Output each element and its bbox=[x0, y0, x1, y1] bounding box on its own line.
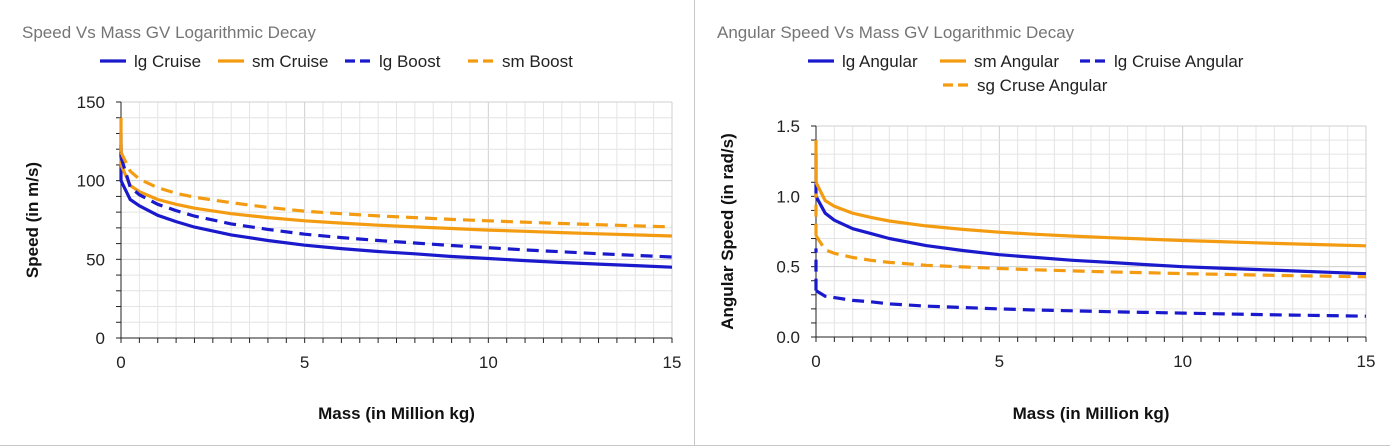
y-tick-label: 100 bbox=[77, 172, 105, 191]
series-line-sm-boost bbox=[119, 151, 673, 229]
y-tick-label: 150 bbox=[77, 93, 105, 112]
legend-label: lg Cruise bbox=[134, 52, 201, 71]
y-axis-title: Speed (in m/s) bbox=[23, 162, 42, 278]
legend-label: sm Angular bbox=[974, 52, 1059, 71]
series-line-lg-cruise-angular bbox=[815, 289, 1367, 318]
y-tick-label: 0.0 bbox=[776, 328, 800, 347]
legend-label: sg Cruse Angular bbox=[977, 76, 1108, 95]
angular-speed-chart: Angular Speed Vs Mass GV Logarithmic Dec… bbox=[717, 23, 1376, 423]
legend-label: lg Boost bbox=[379, 52, 441, 71]
x-axis-title: Mass (in Million kg) bbox=[1013, 404, 1170, 423]
y-tick-label: 50 bbox=[86, 250, 105, 269]
y-axis-title: Angular Speed (in rad/s) bbox=[718, 133, 737, 329]
series-line-lg-boost bbox=[119, 156, 673, 259]
x-tick-label: 15 bbox=[663, 353, 682, 372]
x-axis-title: Mass (in Million kg) bbox=[318, 404, 475, 423]
legend-label: lg Cruise Angular bbox=[1114, 52, 1244, 71]
chart-title: Angular Speed Vs Mass GV Logarithmic Dec… bbox=[717, 23, 1075, 42]
y-tick-label: 1.5 bbox=[776, 117, 800, 136]
legend-label: sm Boost bbox=[502, 52, 573, 71]
x-tick-label: 10 bbox=[1173, 352, 1192, 371]
series-line-sm-angular bbox=[814, 181, 1367, 248]
y-tick-label: 1.0 bbox=[776, 187, 800, 206]
angular-speed-chart-panel: Angular Speed Vs Mass GV Logarithmic Dec… bbox=[695, 0, 1390, 446]
series-line-sg-cruse-angular bbox=[814, 234, 1367, 279]
x-tick-label: 0 bbox=[811, 352, 820, 371]
x-tick-label: 5 bbox=[300, 353, 309, 372]
y-tick-label: 0.5 bbox=[776, 258, 800, 277]
x-tick-label: 15 bbox=[1357, 352, 1376, 371]
x-tick-label: 0 bbox=[116, 353, 125, 372]
y-tick-label: 0 bbox=[96, 329, 105, 348]
gridlines bbox=[121, 101, 673, 338]
legend-label: lg Angular bbox=[842, 52, 918, 71]
x-tick-label: 5 bbox=[995, 352, 1004, 371]
series-line-lg-cruise bbox=[119, 179, 673, 269]
legend: lg Cruise sm Cruise lg Boost sm Boost bbox=[100, 52, 573, 71]
legend: lg Angular sm Angular lg Cruise Angular sg … bbox=[808, 52, 1244, 95]
legend-label: sm Cruise bbox=[252, 52, 329, 71]
series-line-lg-angular bbox=[814, 195, 1367, 276]
x-tick-label: 10 bbox=[479, 353, 498, 372]
speed-chart: Speed Vs Mass GV Logarithmic Decay 0 5 10 15… bbox=[22, 23, 682, 423]
speed-chart-panel: Speed Vs Mass GV Logarithmic Decay 0 5 10 15… bbox=[0, 0, 695, 446]
chart-title: Speed Vs Mass GV Logarithmic Decay bbox=[22, 23, 316, 42]
series-line-sm-cruise bbox=[119, 164, 673, 238]
